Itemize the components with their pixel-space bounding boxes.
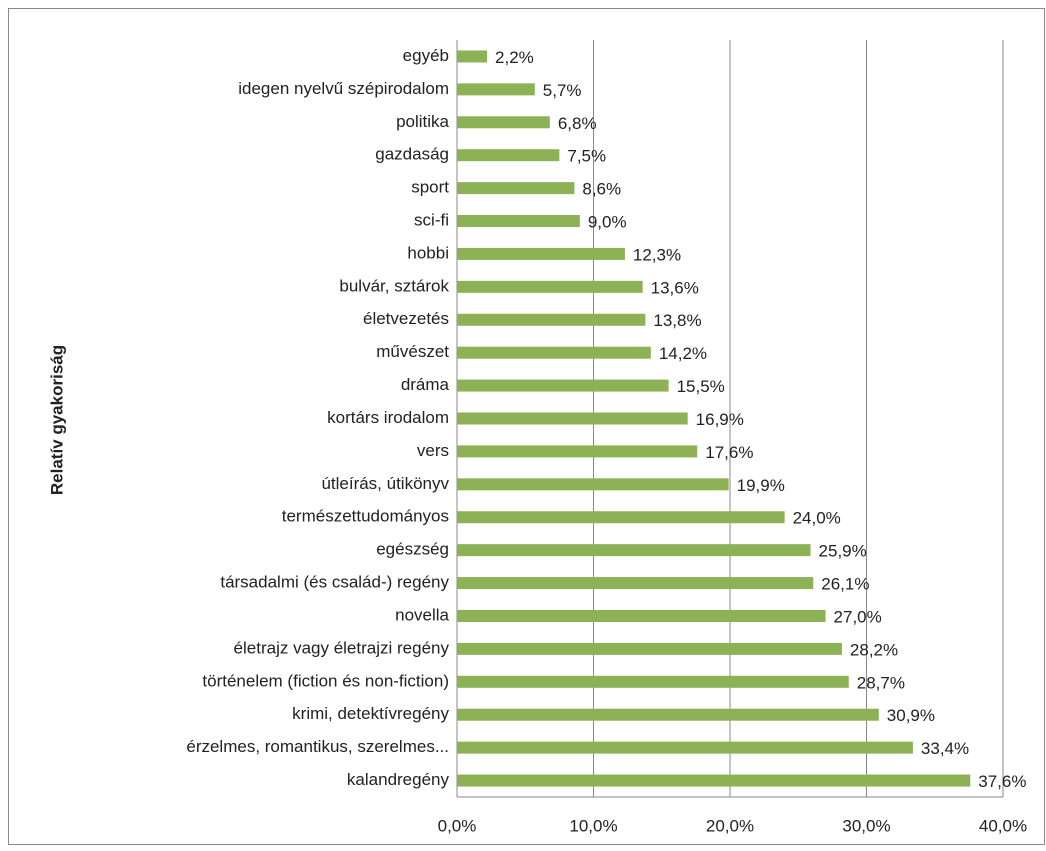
y-tick-label: művészet	[376, 342, 449, 361]
y-tick-label: dráma	[401, 375, 450, 394]
chart-border	[8, 8, 1045, 845]
bar	[457, 116, 550, 129]
value-label: 8,6%	[582, 180, 621, 199]
bar	[457, 313, 646, 326]
y-tick-label: egészség	[376, 540, 449, 559]
bar	[457, 83, 535, 96]
y-tick-label: útleírás, útikönyv	[321, 474, 449, 493]
bar	[457, 280, 643, 293]
value-label: 7,5%	[567, 147, 606, 166]
bar	[457, 642, 842, 655]
y-tick-label: életrajz vagy életrajzi regény	[234, 638, 450, 657]
value-label: 9,0%	[588, 213, 627, 232]
bar	[457, 50, 488, 63]
bar	[457, 215, 580, 228]
value-label: 12,3%	[633, 245, 681, 264]
y-tick-label: társadalmi (és család-) regény	[220, 573, 449, 592]
value-label: 24,0%	[793, 509, 841, 528]
y-tick-label: vers	[417, 441, 449, 460]
y-tick-label: hobbi	[407, 243, 449, 262]
y-tick-label: kortárs irodalom	[327, 408, 449, 427]
y-tick-label: egyéb	[403, 46, 449, 65]
value-label: 16,9%	[696, 410, 744, 429]
y-tick-label: sport	[411, 178, 449, 197]
y-tick-label: bulvár, sztárok	[339, 276, 449, 295]
value-label: 5,7%	[543, 81, 582, 100]
bar	[457, 346, 651, 359]
value-label: 19,9%	[737, 476, 785, 495]
x-tick-label: 30,0%	[842, 816, 890, 835]
value-label: 28,7%	[857, 673, 905, 692]
y-tick-label: novella	[395, 605, 449, 624]
x-tick-label: 20,0%	[706, 816, 754, 835]
value-label: 2,2%	[495, 48, 534, 67]
y-tick-label: gazdaság	[375, 145, 449, 164]
y-tick-label: kalandregény	[347, 770, 450, 789]
value-label: 6,8%	[558, 114, 597, 133]
value-label: 17,6%	[705, 443, 753, 462]
value-label: 26,1%	[821, 575, 869, 594]
value-label: 13,8%	[653, 311, 701, 330]
value-label: 15,5%	[677, 377, 725, 396]
value-label: 28,2%	[850, 640, 898, 659]
value-label: 30,9%	[887, 706, 935, 725]
bar	[457, 149, 560, 162]
value-label: 13,6%	[651, 278, 699, 297]
axis-title: Relatív gyakoriság	[47, 345, 66, 495]
x-tick-label: 10,0%	[569, 816, 617, 835]
bar	[457, 412, 688, 425]
y-tick-label: történelem (fiction és non-fiction)	[202, 671, 449, 690]
bar	[457, 609, 826, 622]
y-tick-label: érzelmes, romantikus, szerelmes...	[186, 737, 449, 756]
y-tick-label: idegen nyelvű szépirodalom	[238, 79, 449, 98]
y-tick-label: életvezetés	[363, 309, 449, 328]
x-tick-label: 0,0%	[438, 816, 477, 835]
y-tick-label: természettudományos	[282, 507, 449, 526]
value-label: 25,9%	[819, 542, 867, 561]
bar	[457, 182, 575, 195]
bar	[457, 478, 729, 491]
value-label: 37,6%	[978, 772, 1026, 791]
value-label: 27,0%	[834, 607, 882, 626]
value-label: 33,4%	[921, 739, 969, 758]
y-tick-label: krimi, detektívregény	[292, 704, 449, 723]
bar	[457, 544, 811, 557]
bar	[457, 675, 849, 688]
bar	[457, 379, 669, 392]
y-tick-label: politika	[396, 112, 449, 131]
bar	[457, 511, 785, 524]
bar	[457, 774, 971, 787]
bar	[457, 247, 625, 260]
x-tick-label: 40,0%	[979, 816, 1027, 835]
y-tick-label: sci-fi	[414, 211, 449, 230]
bar	[457, 577, 814, 590]
bar	[457, 741, 913, 754]
bar	[457, 708, 879, 721]
bar	[457, 445, 698, 458]
value-label: 14,2%	[659, 344, 707, 363]
